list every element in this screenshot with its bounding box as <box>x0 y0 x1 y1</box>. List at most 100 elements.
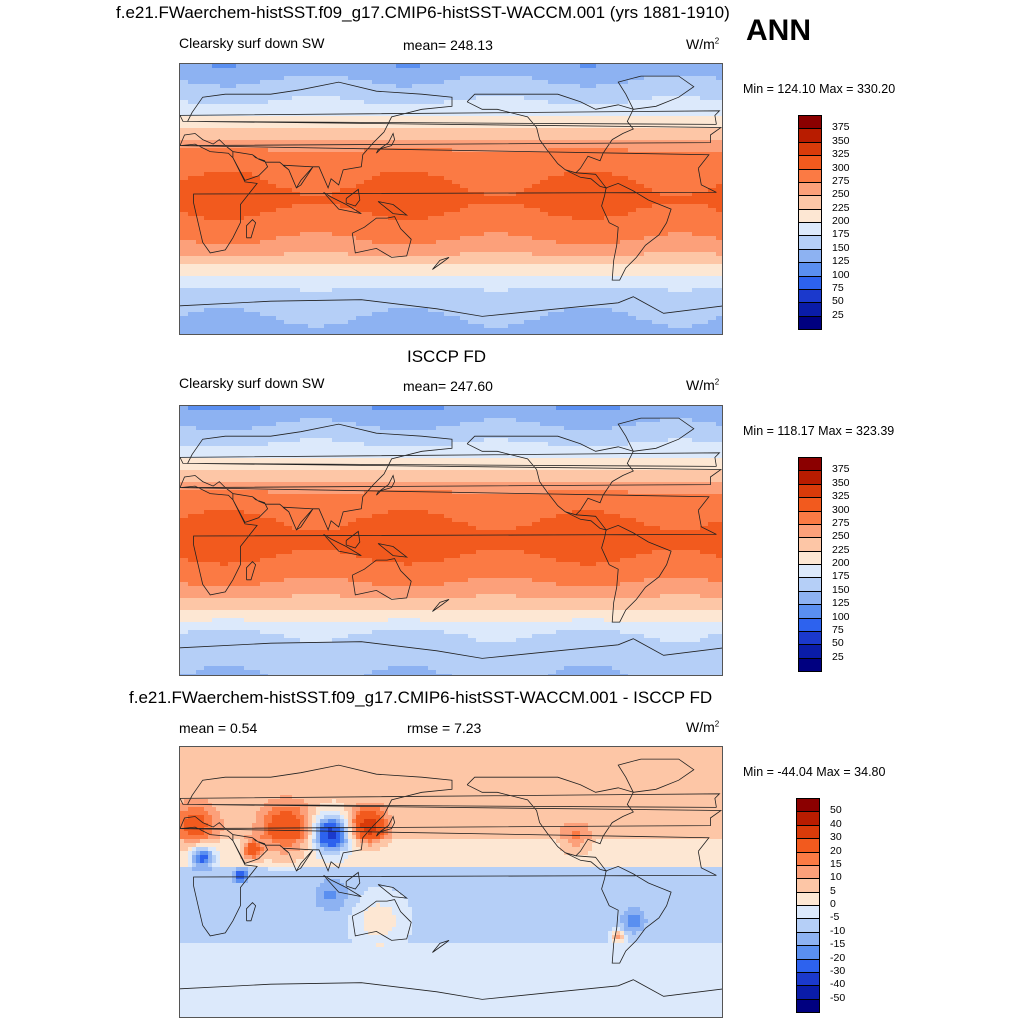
panel1-map-cell <box>404 280 413 285</box>
panel1-map-cell <box>380 140 389 145</box>
panel1-map-cell <box>572 144 581 149</box>
panel1-map-cell <box>396 256 405 261</box>
panel1-map-cell <box>292 244 301 249</box>
panel1-map-cell <box>588 72 597 77</box>
panel1-map-cell <box>492 300 501 305</box>
panel1-map-cell <box>484 160 493 165</box>
panel1-map-cell <box>444 124 453 129</box>
panel1-map-cell <box>452 264 461 269</box>
panel1-map-cell <box>332 216 341 221</box>
panel1-map-cell <box>452 144 461 149</box>
panel1-map-cell <box>676 228 685 233</box>
panel1-map-cell <box>196 96 205 101</box>
panel1-map-cell <box>396 316 405 321</box>
panel1-map-cell <box>436 96 445 101</box>
panel1-map-cell <box>524 196 533 201</box>
panel1-map-cell <box>428 236 437 241</box>
panel1-map-cell <box>324 168 333 173</box>
panel1-map-cell <box>588 320 597 325</box>
panel1-map-cell <box>476 160 485 165</box>
panel1-map-cell <box>604 236 613 241</box>
panel1-map-cell <box>468 72 477 77</box>
panel1-colorbar-swatch <box>798 222 822 237</box>
panel1-map-cell <box>524 308 533 313</box>
panel1-map-cell <box>204 164 213 169</box>
panel1-map-cell <box>228 288 237 293</box>
panel1-map-cell <box>396 156 405 161</box>
panel1-map-cell <box>612 116 621 121</box>
panel1-map-cell <box>516 64 525 69</box>
panel1-map-cell <box>356 220 365 225</box>
panel1-map-cell <box>268 300 277 305</box>
panel1-map-cell <box>412 248 421 253</box>
panel1-map-cell <box>588 244 597 249</box>
panel1-map-cell <box>476 292 485 297</box>
panel1-map-cell <box>388 116 397 121</box>
panel1-map-cell <box>340 188 349 193</box>
panel1-map-cell <box>468 332 477 334</box>
panel1-map-cell <box>212 204 221 209</box>
panel1-map-cell <box>220 224 229 229</box>
panel2-map-cell <box>372 422 381 427</box>
panel2-map-cell <box>276 418 285 423</box>
panel1-map-cell <box>612 304 621 309</box>
panel1-map-cell <box>428 188 437 193</box>
panel1-map-cell <box>644 172 653 177</box>
panel1-map-cell <box>220 76 229 81</box>
panel1-map-cell <box>244 228 253 233</box>
panel1-map-cell <box>364 92 373 97</box>
panel1-map-cell <box>652 196 661 201</box>
panel1-map-cell <box>452 116 461 121</box>
panel1-map-cell <box>220 324 229 329</box>
panel1-map-cell <box>364 244 373 249</box>
panel1-map-cell <box>396 76 405 81</box>
panel1-map-cell <box>412 208 421 213</box>
panel1-map-cell <box>668 148 677 153</box>
panel1-map-cell <box>540 264 549 269</box>
panel1-map-cell <box>532 200 541 205</box>
panel1-map-cell <box>220 212 229 217</box>
panel1-map-cell <box>412 324 421 329</box>
panel1-map-cell <box>620 116 629 121</box>
panel1-map-cell <box>324 292 333 297</box>
panel1-map-cell <box>548 124 557 129</box>
panel1-map-cell <box>452 88 461 93</box>
panel1-map-cell <box>492 332 501 334</box>
panel1-map-cell <box>612 192 621 197</box>
panel1-map-cell <box>292 264 301 269</box>
panel1-map-cell <box>332 156 341 161</box>
panel1-map-cell <box>460 160 469 165</box>
panel1-map-cell <box>332 324 341 329</box>
panel1-map-cell <box>268 144 277 149</box>
panel1-map-cell <box>268 168 277 173</box>
panel1-map-cell <box>484 248 493 253</box>
panel1-map-cell <box>212 116 221 121</box>
panel1-map-cell <box>484 76 493 81</box>
panel1-map-cell <box>652 276 661 281</box>
panel1-map-cell <box>404 64 413 69</box>
panel1-map-cell <box>420 244 429 249</box>
panel1-map-cell <box>652 328 661 333</box>
panel1-map-cell <box>236 152 245 157</box>
panel1-map-cell <box>436 72 445 77</box>
panel1-map-cell <box>260 88 269 93</box>
panel1-map-cell <box>188 88 197 93</box>
panel1-map-cell <box>596 204 605 209</box>
panel1-map-cell <box>660 328 669 333</box>
panel1-map-cell <box>188 260 197 265</box>
panel1-map-cell <box>620 236 629 241</box>
panel1-map-cell <box>396 324 405 329</box>
panel1-map-cell <box>708 164 717 169</box>
panel1-map-cell <box>196 200 205 205</box>
panel1-map-cell <box>492 328 501 333</box>
panel1-map-cell <box>452 292 461 297</box>
panel1-map-cell <box>340 160 349 165</box>
panel1-map-cell <box>180 220 189 225</box>
panel2-map-cell <box>212 422 221 427</box>
panel1-map-cell <box>508 308 517 313</box>
panel1-map-cell <box>412 140 421 145</box>
panel1-map-cell <box>564 260 573 265</box>
panel1-map-cell <box>676 192 685 197</box>
panel1-map-cell <box>340 296 349 301</box>
panel1-map-cell <box>204 296 213 301</box>
